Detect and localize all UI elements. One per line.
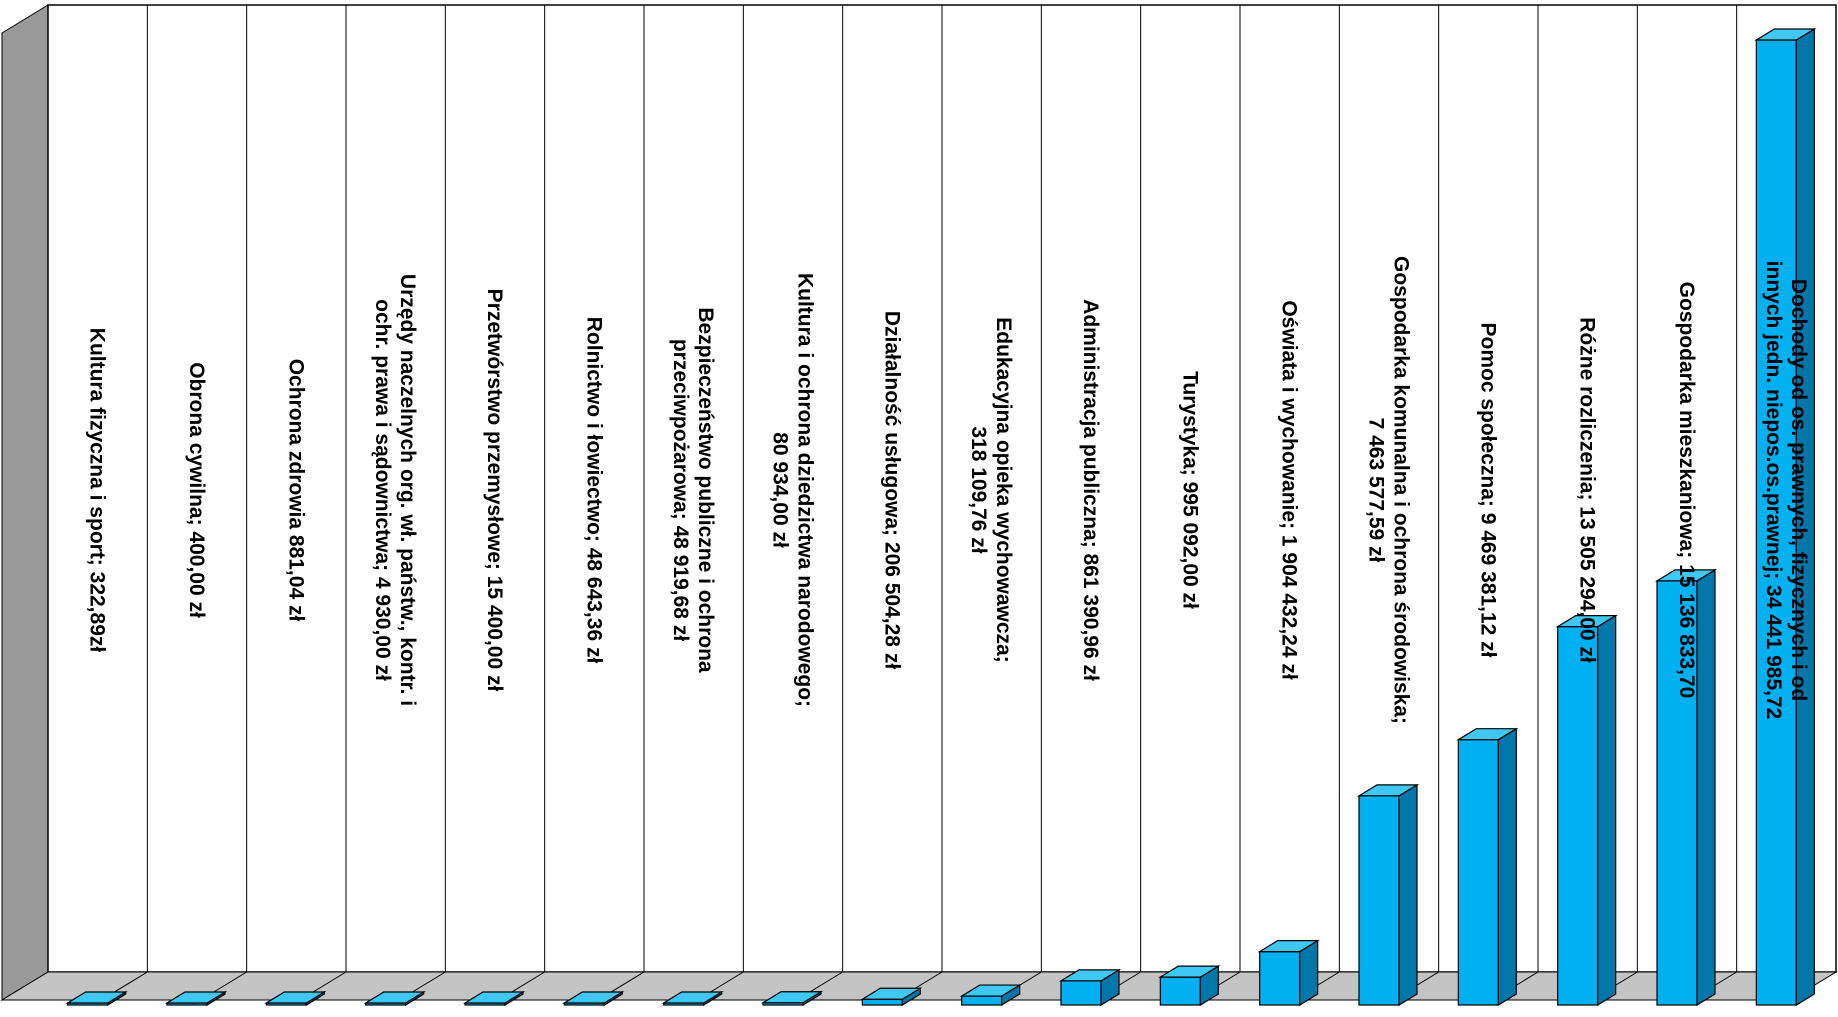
bar-top [1158, 965, 1221, 978]
data-label: Pomoc społeczna; 9 469 381,12 zł [1476, 323, 1499, 658]
bars [65, 27, 1817, 1007]
data-label: Ochrona zdrowia 881,04 zł [284, 359, 307, 622]
bar-front [1159, 976, 1201, 1006]
bar-side [1696, 568, 1716, 1007]
bar [1456, 727, 1519, 1007]
bar [860, 987, 923, 1007]
data-label-line: Przetwórstwo przemysłowe; 15 400,00 zł [483, 289, 506, 692]
data-label-line: Urzędy naczelnych org. wł. państw., kont… [396, 274, 419, 706]
bar [462, 990, 526, 1007]
bar-top [1456, 728, 1519, 741]
bar-front [1557, 626, 1599, 1006]
bar [1555, 614, 1618, 1007]
bar-front [1457, 739, 1499, 1006]
data-label: Rolnictwo i łowiectwo; 48 643,36 zł [582, 317, 605, 664]
bar-front [1358, 795, 1400, 1006]
bar-top [1356, 784, 1420, 797]
bar-front [1656, 580, 1698, 1006]
data-label: Gospodarka mieszkaniowa; 15 136 833,70 [1675, 282, 1698, 699]
bar [65, 990, 128, 1007]
bar-side [1497, 727, 1517, 1007]
bar [661, 990, 724, 1007]
bar-top [562, 991, 625, 1004]
chart-side-wall [1, 4, 49, 1001]
data-label: Różne rozliczenia; 13 505 294,00 zł [1576, 317, 1599, 663]
bar-front [861, 998, 903, 1006]
data-label: Przetwórstwo przemysłowe; 15 400,00 zł [483, 289, 506, 692]
data-label-line: Oświata i wychowanie; 1 904 432,24 zł [1278, 300, 1301, 680]
bar [1356, 783, 1420, 1007]
data-label: Gospodarka komunalna i ochrona środowisk… [1365, 256, 1413, 724]
bar [1058, 968, 1122, 1007]
bar-top [661, 991, 724, 1004]
bar-top [959, 984, 1022, 997]
data-label: Urzędy naczelnych org. wł. państw., kont… [371, 274, 419, 706]
bar [264, 990, 327, 1007]
data-label-line: 7 463 577,59 zł [1365, 418, 1388, 563]
bar [760, 990, 824, 1007]
data-label-line: Kultura i ochrona dziedzictwa narodowego… [794, 273, 817, 707]
data-label: Dochody od os. prawnych, fizycznych i od… [1762, 261, 1810, 720]
bar [1754, 27, 1817, 1007]
data-label-line: Pomoc społeczna; 9 469 381,12 zł [1476, 323, 1499, 658]
bar-front [1259, 951, 1301, 1006]
data-label-line: Ochrona zdrowia 881,04 zł [284, 359, 307, 622]
bar-front [1060, 980, 1102, 1006]
data-label-line: Gospodarka mieszkaniowa; 15 136 833,70 [1675, 282, 1698, 699]
bar-top [1257, 940, 1320, 953]
data-label-line: Administracja publiczna; 861 390,96 zł [1079, 299, 1102, 681]
data-label-line: 80 934,00 zł [769, 432, 792, 548]
bar-top [264, 991, 327, 1004]
data-label: Oświata i wychowanie; 1 904 432,24 zł [1278, 300, 1301, 680]
bar-side [1398, 783, 1418, 1007]
bar-top [860, 987, 923, 1000]
data-label-line: Różne rozliczenia; 13 505 294,00 zł [1576, 317, 1599, 663]
data-label: Obrona cywilna; 400,00 zł [185, 362, 208, 618]
bar-side [1597, 614, 1617, 1007]
data-label: Kultura i ochrona dziedzictwa narodowego… [769, 273, 817, 707]
bar [363, 990, 426, 1007]
data-label-line: Obrona cywilna; 400,00 zł [185, 362, 208, 618]
data-label-line: Rolnictwo i łowiectwo; 48 643,36 zł [582, 317, 605, 664]
bar-top [1654, 569, 1718, 582]
bar-front [961, 995, 1003, 1006]
bar [1257, 939, 1320, 1007]
data-label: Bezpieczeństwo publiczne i ochronaprzeci… [669, 307, 717, 673]
data-label-line: przeciwpożarowa; 48 919,68 zł [669, 339, 692, 641]
data-labels: Kultura fizyczna i sport; 322,89zł Obrona… [86, 256, 1810, 724]
bar-top [1754, 28, 1817, 41]
data-label-line: Turystyka; 995 092,00 zł [1178, 371, 1201, 609]
data-label-line: Działalność usługowa; 206 504,28 zł [880, 311, 903, 669]
bar-top [462, 991, 526, 1004]
bar [164, 990, 228, 1007]
bar-top [65, 991, 128, 1004]
data-label-line: Dochody od os. prawnych, fizycznych i od [1787, 279, 1810, 701]
bar-top [1555, 615, 1618, 628]
data-label: Administracja publiczna; 861 390,96 zł [1079, 299, 1102, 681]
data-label-line: Bezpieczeństwo publiczne i ochrona [694, 307, 717, 673]
bar-top [164, 991, 228, 1004]
data-label-line: ochr. prawa i sądownictwa; 4 930,00 zł [371, 299, 394, 681]
data-label-line: 318 109,76 zł [967, 426, 990, 553]
data-label: Edukacyjna opieka wychowawcza;318 109,76… [967, 317, 1015, 662]
bar [1158, 965, 1221, 1007]
bar-top [363, 991, 426, 1004]
data-label-line: Gospodarka komunalna i ochrona środowisk… [1390, 256, 1413, 724]
bar-top [1058, 969, 1122, 982]
bar-top [760, 991, 824, 1004]
data-label: Kultura fizyczna i sport; 322,89zł [86, 328, 109, 653]
bar [562, 990, 625, 1007]
data-label: Turystyka; 995 092,00 zł [1178, 371, 1201, 609]
data-label-line: innych jedn. niepos.os.prawnej; 34 441 9… [1762, 261, 1785, 720]
bar [1654, 568, 1718, 1007]
data-label-line: Kultura fizyczna i sport; 322,89zł [86, 328, 109, 653]
data-label: Działalność usługowa; 206 504,28 zł [880, 311, 903, 669]
data-label-line: Edukacyjna opieka wychowawcza; [992, 317, 1015, 662]
bar [959, 984, 1022, 1007]
